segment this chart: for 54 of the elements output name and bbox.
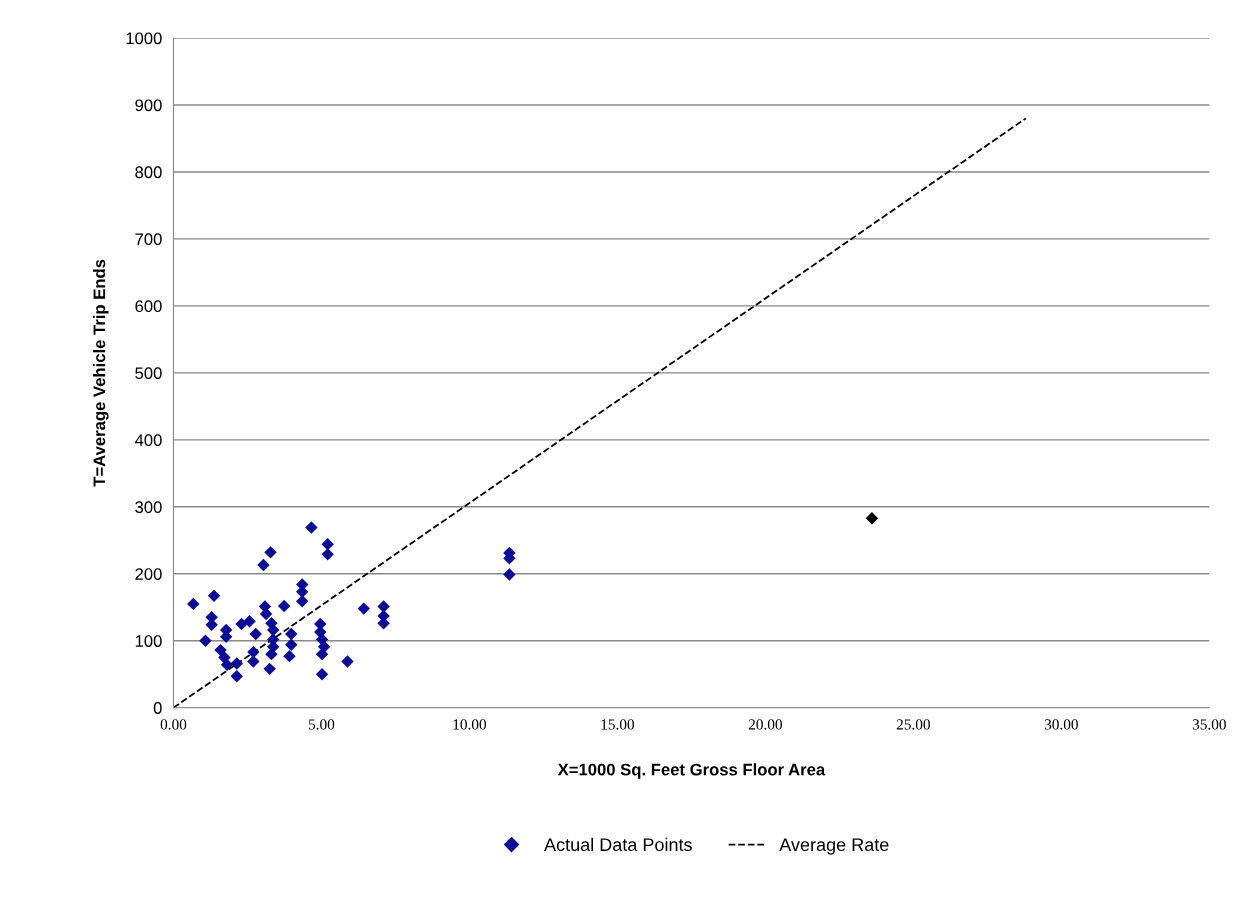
point xyxy=(315,647,329,661)
point xyxy=(321,548,334,561)
y-tick-label: 1000 xyxy=(126,32,162,45)
point xyxy=(341,655,354,668)
point xyxy=(230,670,244,683)
legend-label: Actual Data Points xyxy=(544,837,692,852)
point xyxy=(259,607,273,621)
point xyxy=(235,617,248,631)
y-tick-label: 500 xyxy=(135,367,162,380)
x-tick-label: 0.00 xyxy=(160,719,187,730)
x-tick-label: 35.00 xyxy=(1192,719,1226,730)
point xyxy=(285,627,298,641)
point xyxy=(207,589,221,603)
y-tick-label: 0 xyxy=(153,702,162,714)
x-tick-label: 25.00 xyxy=(896,719,930,730)
y-axis-title: T=Average Vehicle Trip Ends xyxy=(93,259,109,487)
x-tick-label: 30.00 xyxy=(1044,719,1078,730)
x-tick-label: 5.00 xyxy=(308,719,335,730)
point xyxy=(315,668,329,681)
point xyxy=(263,662,276,676)
y-tick-label: 800 xyxy=(135,166,162,179)
point xyxy=(249,627,262,641)
point xyxy=(187,597,200,611)
point xyxy=(247,655,260,668)
legend-label: Average Rate xyxy=(779,838,889,855)
point xyxy=(296,595,309,608)
point xyxy=(277,599,291,613)
y-tick-label: 900 xyxy=(135,99,162,112)
point xyxy=(264,546,277,559)
y-tick-label: 600 xyxy=(135,300,162,313)
point xyxy=(257,558,270,572)
point xyxy=(357,602,370,615)
point xyxy=(503,568,516,581)
point xyxy=(283,649,296,663)
x-tick-label: 15.00 xyxy=(601,719,635,730)
point xyxy=(199,634,212,647)
point xyxy=(220,658,234,672)
point xyxy=(321,538,334,551)
point xyxy=(865,511,879,525)
y-tick-label: 400 xyxy=(134,434,162,447)
point xyxy=(377,600,390,613)
point xyxy=(230,657,244,670)
y-tick-label: 100 xyxy=(135,635,162,647)
point xyxy=(243,615,256,628)
y-tick-label: 700 xyxy=(135,233,162,246)
y-tick-label: 200 xyxy=(135,568,162,580)
y-tick-label: 300 xyxy=(135,501,162,513)
x-tick-label: 20.00 xyxy=(748,719,782,730)
point xyxy=(267,623,280,637)
x-axis-title: X=1000 Sq. Feet Gross Floor Area xyxy=(557,763,826,779)
point xyxy=(305,521,318,534)
point xyxy=(265,647,278,661)
x-tick-label: 10.00 xyxy=(453,719,487,730)
point xyxy=(285,638,298,651)
